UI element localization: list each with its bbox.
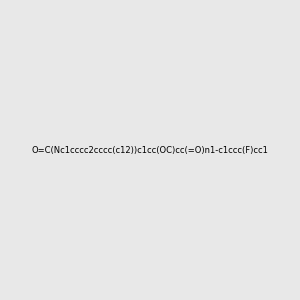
Text: O=C(Nc1cccc2cccc(c12))c1cc(OC)cc(=O)n1-c1ccc(F)cc1: O=C(Nc1cccc2cccc(c12))c1cc(OC)cc(=O)n1-c… bbox=[32, 146, 268, 154]
